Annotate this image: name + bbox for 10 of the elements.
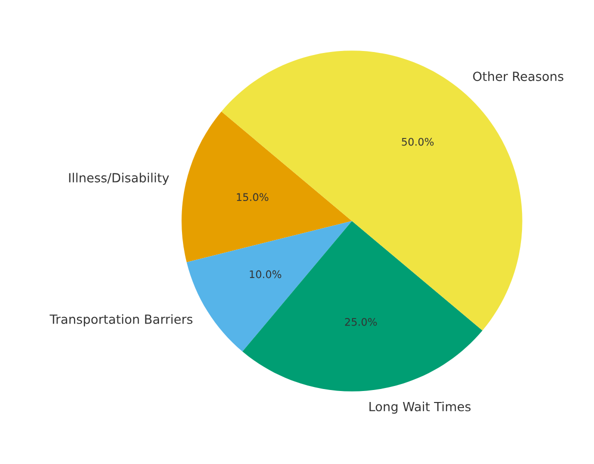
data-label: 10.0% bbox=[250, 270, 282, 278]
slice-label: Illness/Disability bbox=[69, 172, 169, 185]
data-label: 25.0% bbox=[345, 318, 377, 326]
pie-slice bbox=[182, 112, 352, 262]
slice-label: Long Wait Times bbox=[370, 402, 471, 414]
data-label: 50.0% bbox=[402, 138, 434, 146]
slice-label: Transportation Barriers bbox=[50, 314, 192, 326]
slice-label: Other Reasons bbox=[473, 71, 564, 82]
data-label: 15.0% bbox=[236, 193, 268, 202]
pie-slice bbox=[242, 221, 482, 392]
